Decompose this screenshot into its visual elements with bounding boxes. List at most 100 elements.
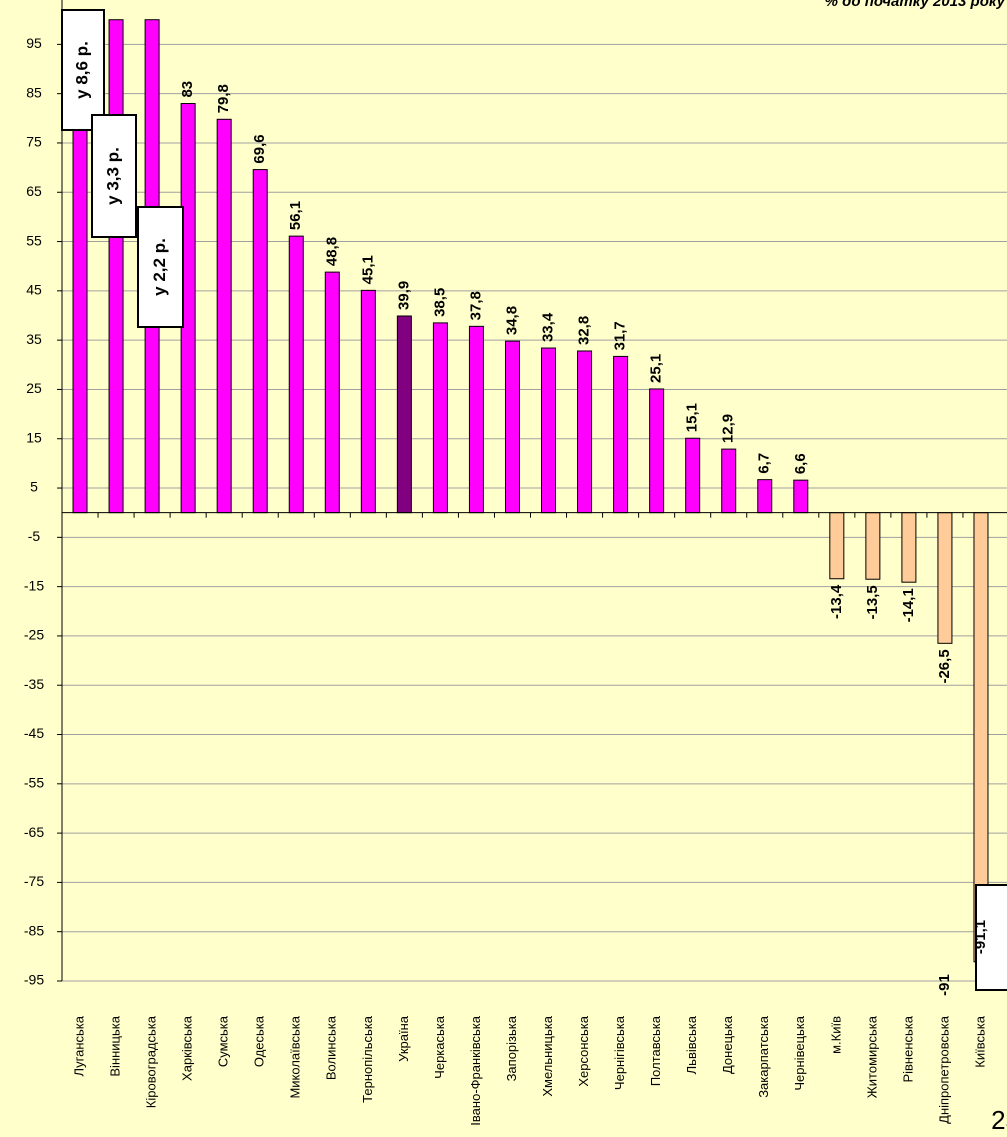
- x-tick-label: Черкаська: [432, 1015, 447, 1079]
- bar: [721, 448, 737, 514]
- value-label: 6,6: [792, 453, 809, 474]
- y-tick-label: -55: [24, 775, 44, 791]
- value-label: 38,5: [431, 288, 448, 317]
- value-label: 56,1: [287, 201, 304, 230]
- x-tick-label: Тернопільська: [360, 1015, 375, 1103]
- bar: [216, 118, 232, 514]
- bar: [937, 512, 953, 644]
- value-label: 69,6: [251, 134, 268, 163]
- x-tick-label: м.Київ: [828, 1016, 843, 1054]
- annotation-box: [975, 884, 1007, 991]
- value-label: 45,1: [359, 255, 376, 284]
- x-tick-label: Чернігівська: [612, 1015, 627, 1090]
- value-label: 15,1: [684, 403, 701, 432]
- annotation-box: [61, 9, 105, 131]
- bar: [432, 322, 448, 514]
- value-label: 31,7: [612, 321, 629, 350]
- x-tick-label: Рівненська: [900, 1015, 915, 1082]
- annotation-box: [91, 114, 137, 238]
- value-label: -91,1: [972, 920, 989, 954]
- x-tick-label: Чернівецька: [792, 1015, 807, 1090]
- value-label: 37,8: [467, 291, 484, 320]
- x-tick-label: Львівська: [684, 1015, 699, 1074]
- annotation: -91: [936, 974, 953, 996]
- annotation: у 2,2 р.: [150, 238, 169, 296]
- bar: [901, 512, 917, 583]
- x-tick-label: Закарпатська: [756, 1015, 771, 1098]
- annotation-box: [137, 206, 184, 328]
- y-tick-label: 75: [26, 134, 42, 150]
- value-label: -26,5: [936, 649, 953, 683]
- y-tick-label: 65: [26, 183, 42, 199]
- y-tick-label: -15: [24, 577, 44, 593]
- x-tick-label: Дніпропетровська: [936, 1015, 951, 1124]
- x-tick-label: Івано-Франківська: [468, 1015, 483, 1125]
- page-number: 23: [991, 1105, 1007, 1135]
- x-tick-label: Хмельницька: [540, 1015, 555, 1096]
- chart-subtitle: % до початку 2013 року: [825, 0, 1006, 10]
- bar: [865, 512, 881, 580]
- bar: [577, 350, 593, 514]
- x-tick-label: Запорізька: [504, 1015, 519, 1081]
- y-tick-label: 55: [26, 232, 42, 248]
- value-label: 25,1: [648, 354, 665, 383]
- y-tick-label: 15: [26, 429, 42, 445]
- y-tick-label: 95: [26, 35, 42, 51]
- x-tick-label: Кіровоградська: [144, 1015, 159, 1108]
- bar: [252, 169, 268, 514]
- y-tick-label: 25: [26, 380, 42, 396]
- y-tick-label: 85: [26, 84, 42, 100]
- x-tick-label: Луганська: [71, 1015, 86, 1076]
- value-label: 39,9: [395, 281, 412, 310]
- bar: [685, 437, 701, 514]
- x-tick-label: Полтавська: [648, 1015, 663, 1086]
- x-tick-label: Сумська: [216, 1015, 231, 1067]
- value-label: 6,7: [756, 453, 773, 474]
- bar: [396, 315, 412, 514]
- value-label: -13,5: [864, 585, 881, 619]
- value-label: 33,4: [539, 312, 556, 342]
- bar: [757, 479, 773, 514]
- value-label: -14,1: [900, 588, 917, 622]
- value-label: 79,8: [215, 84, 232, 113]
- bar: [613, 355, 629, 514]
- y-tick-label: -95: [24, 972, 44, 988]
- bar: [504, 340, 520, 514]
- annotation: у 3,3 р.: [103, 147, 122, 205]
- x-tick-label: Миколаївська: [288, 1015, 303, 1098]
- y-tick-label: -25: [24, 627, 44, 643]
- annotation: у 8,6 р.: [72, 41, 91, 99]
- y-tick-label: 35: [26, 331, 42, 347]
- bar: [649, 388, 665, 514]
- x-tick-label: Волинська: [324, 1015, 339, 1080]
- value-label: 12,9: [720, 414, 737, 443]
- bar: [793, 479, 809, 514]
- bar: [360, 289, 376, 514]
- y-tick-label: -35: [24, 676, 44, 692]
- x-tick-label: Україна: [396, 1015, 411, 1062]
- x-tick-label: Харківська: [180, 1015, 195, 1081]
- y-tick-label: 5: [30, 479, 38, 495]
- value-label: 32,8: [576, 316, 593, 345]
- value-label: 48,8: [323, 237, 340, 266]
- x-tick-label: Одеська: [252, 1015, 267, 1067]
- bar: [829, 512, 845, 580]
- y-tick-label: -5: [28, 528, 41, 544]
- bar: [108, 19, 124, 514]
- y-tick-label: -85: [24, 922, 44, 938]
- value-label: -13,4: [828, 584, 845, 619]
- bar: [541, 347, 557, 514]
- y-tick-label: -45: [24, 725, 44, 741]
- bar: [288, 235, 304, 514]
- x-tick-label: Житомирська: [864, 1015, 879, 1098]
- bar: [324, 271, 340, 514]
- y-tick-label: -75: [24, 873, 44, 889]
- x-tick-label: Херсонська: [576, 1015, 591, 1086]
- value-label: 83: [179, 81, 196, 98]
- y-tick-label: -65: [24, 824, 44, 840]
- x-tick-label: Київська: [972, 1015, 987, 1067]
- x-tick-label: Вінницька: [107, 1015, 122, 1076]
- value-label: 34,8: [503, 306, 520, 335]
- y-tick-label: 45: [26, 282, 42, 298]
